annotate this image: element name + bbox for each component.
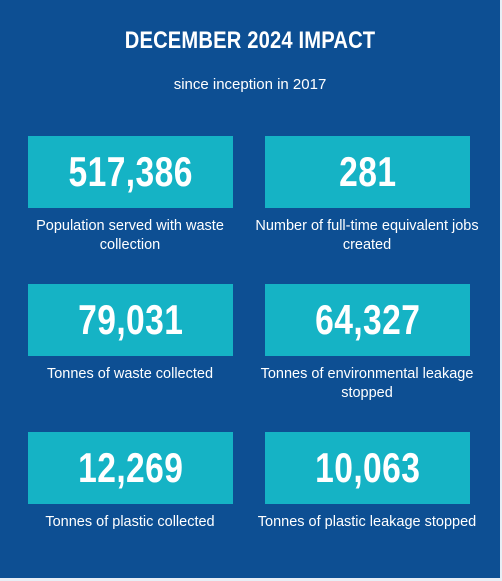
stat-value-environmental-leakage: 64,327 [314, 296, 421, 343]
stat-value-population-served: 517,386 [68, 148, 193, 195]
stat-label-population-served: Population served with waste collection [36, 218, 224, 253]
page-subtitle: since inception in 2017 [173, 76, 327, 93]
stat-label-plastic-leakage: Tonnes of plastic leakage stopped [257, 514, 477, 530]
stat-box-jobs-created: 281 [265, 136, 470, 208]
stat-label-waste-collected: Tonnes of waste collected [46, 366, 214, 382]
stat-box-environmental-leakage: 64,327 [265, 284, 470, 356]
stat-value-waste-collected: 79,031 [77, 296, 184, 343]
stat-label-plastic-collected: Tonnes of plastic collected [45, 514, 215, 530]
stat-value-plastic-leakage: 10,063 [314, 444, 421, 491]
stat-box-plastic-leakage: 10,063 [265, 432, 470, 504]
stat-value-plastic-collected: 12,269 [77, 444, 184, 491]
stat-label-jobs-created: Number of full-time equivalent jobs crea… [255, 218, 479, 253]
stat-box-plastic-collected: 12,269 [28, 432, 233, 504]
page-title: DECEMBER 2024 IMPACT [124, 27, 376, 54]
stat-box-waste-collected: 79,031 [28, 284, 233, 356]
stat-box-population-served: 517,386 [28, 136, 233, 208]
stat-value-jobs-created: 281 [338, 148, 397, 195]
stat-label-environmental-leakage: Tonnes of environmental leakage stopped [260, 366, 474, 401]
